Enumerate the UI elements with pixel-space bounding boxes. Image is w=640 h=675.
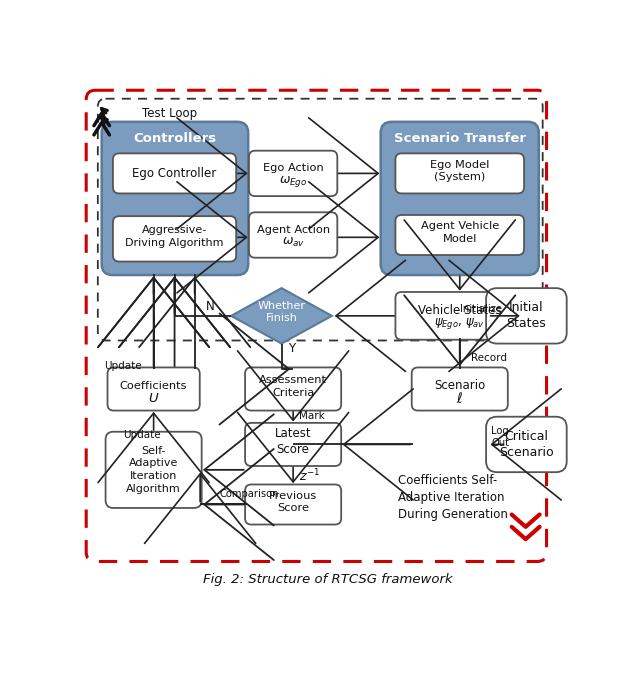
FancyBboxPatch shape	[102, 122, 248, 275]
Text: Initialize: Initialize	[460, 304, 502, 314]
FancyBboxPatch shape	[396, 292, 524, 340]
FancyBboxPatch shape	[106, 432, 202, 508]
Text: Agent Vehicle
Model: Agent Vehicle Model	[420, 221, 499, 244]
Text: Coefficients Self-
Adaptive Iteration
During Generation: Coefficients Self- Adaptive Iteration Du…	[397, 474, 508, 520]
FancyBboxPatch shape	[108, 367, 200, 410]
Text: Vehicle States: Vehicle States	[418, 304, 502, 317]
Text: $\omega_{av}$: $\omega_{av}$	[282, 236, 305, 249]
Text: Scenario: Scenario	[434, 379, 485, 392]
FancyBboxPatch shape	[249, 212, 337, 258]
Text: Test Loop: Test Loop	[142, 107, 197, 120]
FancyBboxPatch shape	[486, 288, 566, 344]
Text: Log
Out: Log Out	[491, 426, 509, 448]
Text: Agent Action: Agent Action	[257, 225, 330, 235]
Text: Record: Record	[472, 353, 508, 363]
Text: Update: Update	[104, 361, 141, 371]
Text: Previous
Score: Previous Score	[269, 491, 317, 514]
FancyBboxPatch shape	[245, 367, 341, 410]
FancyBboxPatch shape	[113, 153, 236, 194]
Text: Critical
Scenario: Critical Scenario	[499, 430, 554, 459]
FancyBboxPatch shape	[113, 216, 236, 262]
Text: $\ell$: $\ell$	[456, 391, 463, 406]
Polygon shape	[231, 288, 332, 344]
Text: Coefficients: Coefficients	[120, 381, 188, 391]
Text: Latest
Score: Latest Score	[275, 427, 312, 456]
Text: Initial
States: Initial States	[506, 301, 547, 330]
Text: Mark: Mark	[298, 411, 324, 421]
FancyBboxPatch shape	[249, 151, 337, 196]
Text: $\psi_{Ego}$, $\psi_{av}$: $\psi_{Ego}$, $\psi_{av}$	[435, 316, 485, 331]
Text: Self-
Adaptive
Iteration
Algorithm: Self- Adaptive Iteration Algorithm	[126, 446, 181, 494]
Text: Aggressive-
Driving Algorithm: Aggressive- Driving Algorithm	[125, 225, 224, 248]
FancyBboxPatch shape	[396, 153, 524, 194]
Text: Ego Action: Ego Action	[263, 163, 323, 173]
Text: Comparison: Comparison	[220, 489, 279, 500]
FancyBboxPatch shape	[245, 485, 341, 524]
FancyBboxPatch shape	[396, 215, 524, 255]
Text: Assessment
Criteria: Assessment Criteria	[259, 375, 327, 398]
Text: Ego Controller: Ego Controller	[132, 167, 217, 180]
Text: Whether
Finish: Whether Finish	[257, 301, 305, 323]
FancyBboxPatch shape	[412, 367, 508, 410]
Text: Update: Update	[123, 430, 160, 440]
FancyBboxPatch shape	[381, 122, 539, 275]
FancyBboxPatch shape	[486, 416, 566, 472]
Text: $z^{-1}$: $z^{-1}$	[298, 468, 320, 484]
Text: Controllers: Controllers	[133, 132, 216, 145]
Text: Scenario Transfer: Scenario Transfer	[394, 132, 525, 145]
Text: $\omega_{Ego}$: $\omega_{Ego}$	[279, 173, 307, 188]
Text: N: N	[206, 300, 214, 313]
Text: $U$: $U$	[148, 392, 159, 405]
Text: Fig. 2: Structure of RTCSG framework: Fig. 2: Structure of RTCSG framework	[203, 574, 453, 587]
Text: Ego Model
(System): Ego Model (System)	[430, 160, 490, 182]
FancyBboxPatch shape	[245, 423, 341, 466]
Text: Y: Y	[288, 342, 295, 356]
